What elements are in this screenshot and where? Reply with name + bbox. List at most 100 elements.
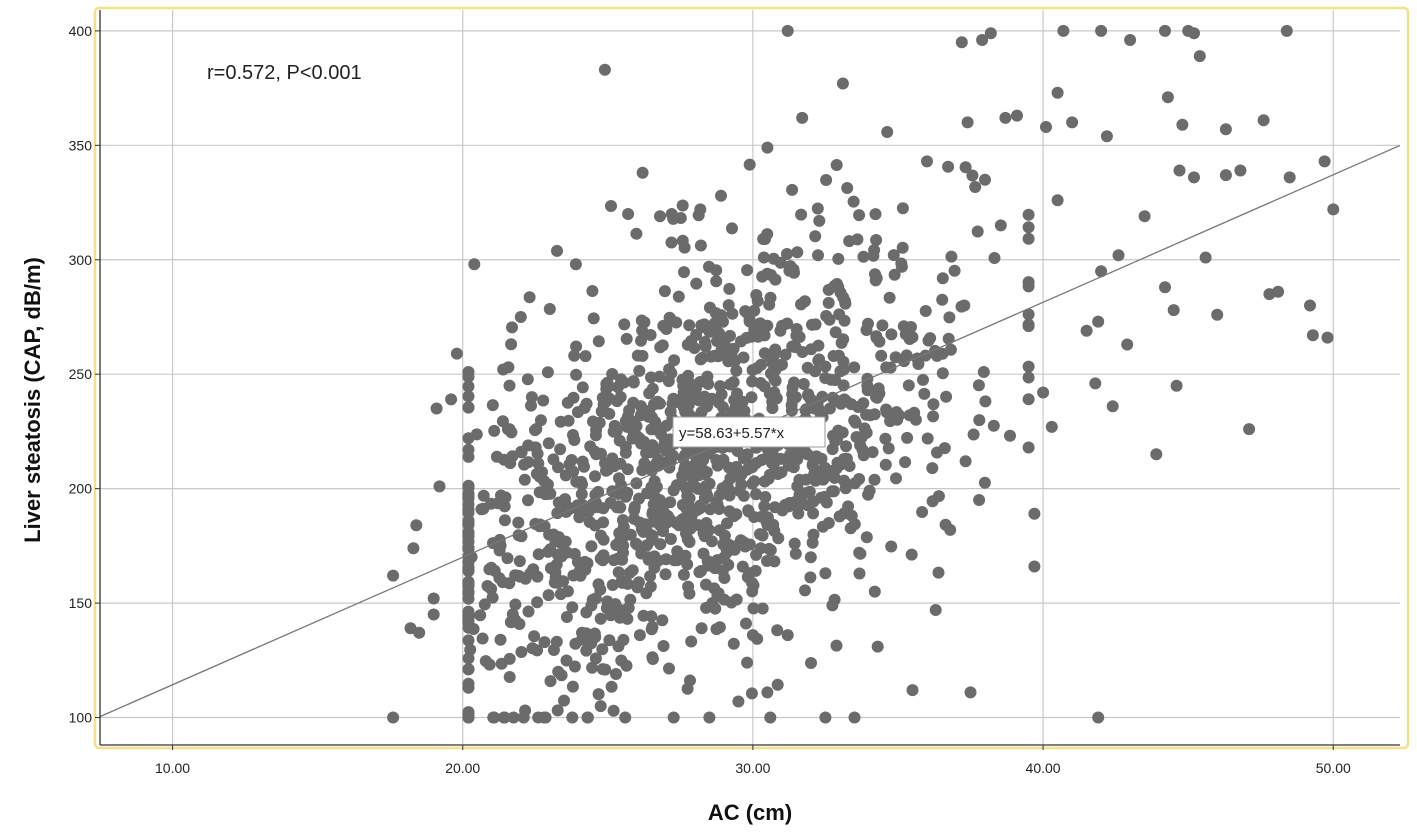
- data-point-1209: [552, 665, 565, 678]
- data-point-666: [1004, 429, 1016, 442]
- data-point-622: [979, 395, 992, 408]
- data-point-232: [683, 319, 696, 332]
- data-point-897: [551, 704, 564, 717]
- data-point-740: [875, 349, 888, 362]
- data-point-987: [959, 161, 972, 174]
- data-point-837: [615, 654, 628, 667]
- data-point-1296: [387, 711, 400, 724]
- data-point-1081: [462, 541, 475, 554]
- data-point-1285: [536, 466, 548, 479]
- data-point-1302: [427, 608, 440, 621]
- data-point-1336: [871, 640, 884, 653]
- data-point-1205: [462, 706, 475, 719]
- data-point-907: [803, 485, 816, 498]
- fit-equation-text: y=58.63+5.57*x: [679, 425, 785, 442]
- data-point-353: [599, 663, 612, 676]
- data-point-1260: [731, 387, 743, 400]
- data-point-738: [462, 587, 475, 600]
- data-point-614: [863, 484, 876, 497]
- data-point-964: [638, 316, 651, 329]
- data-point-660: [896, 241, 909, 254]
- data-point-1055: [972, 379, 985, 392]
- data-point-1277: [767, 349, 780, 362]
- data-point-1346: [999, 111, 1012, 124]
- data-point-928: [523, 291, 536, 304]
- data-point-1257: [733, 484, 746, 497]
- data-point-843: [563, 458, 576, 471]
- data-point-761: [547, 644, 560, 656]
- data-point-1146: [944, 343, 957, 356]
- data-point-817: [491, 497, 504, 510]
- data-point-1127: [551, 576, 564, 589]
- data-point-830: [677, 386, 690, 399]
- data-point-955: [895, 257, 908, 270]
- data-point-1333: [819, 711, 832, 724]
- data-point-923: [1022, 320, 1035, 333]
- data-point-890: [660, 323, 673, 335]
- data-point-1218: [555, 550, 568, 563]
- data-point-436: [462, 370, 475, 383]
- data-point-240: [890, 472, 902, 485]
- data-point-1271: [701, 370, 714, 383]
- data-point-1351: [1040, 121, 1052, 133]
- data-point-1251: [462, 663, 475, 676]
- data-point-1259: [839, 297, 852, 310]
- data-point-338: [857, 250, 870, 263]
- data-point-707: [474, 609, 487, 622]
- data-point-674: [796, 346, 809, 358]
- data-point-1335: [848, 711, 861, 724]
- data-point-1065: [462, 609, 475, 622]
- data-point-1162: [668, 554, 681, 567]
- data-point-1332: [796, 111, 809, 124]
- data-point-981: [791, 246, 804, 259]
- data-point-900: [843, 235, 856, 248]
- data-point-600: [710, 275, 723, 288]
- data-point-743: [541, 366, 554, 379]
- data-point-597: [592, 688, 605, 701]
- data-point-259: [973, 494, 986, 506]
- data-point-876: [645, 610, 658, 623]
- data-point-555: [486, 399, 499, 412]
- data-point-378: [551, 244, 563, 257]
- data-point-844: [633, 629, 646, 642]
- data-point-215: [887, 249, 900, 262]
- data-point-776: [570, 368, 583, 381]
- data-point-1095: [787, 461, 800, 474]
- data-point-1049: [703, 260, 715, 273]
- data-point-796: [682, 580, 695, 593]
- data-point-592: [646, 653, 659, 665]
- data-point-1150: [462, 575, 475, 588]
- data-point-1140: [862, 317, 874, 330]
- data-point-1258: [676, 234, 689, 247]
- data-point-1331: [781, 629, 794, 642]
- data-point-1234: [761, 511, 774, 524]
- data-point-278: [605, 680, 618, 693]
- data-point-1294: [505, 426, 518, 439]
- data-point-462: [747, 602, 760, 615]
- data-point-1357: [1089, 377, 1102, 390]
- data-point-1309: [514, 311, 527, 323]
- data-point-1322: [703, 711, 716, 724]
- data-point-985: [631, 349, 644, 362]
- y-tick-label-3: 250: [69, 366, 93, 382]
- data-point-35: [823, 402, 836, 415]
- data-point-629: [627, 396, 640, 409]
- data-point-598: [940, 390, 953, 403]
- data-point-1048: [567, 391, 580, 404]
- data-point-980: [1022, 371, 1035, 384]
- data-point-1298: [407, 542, 420, 555]
- data-point-1058: [552, 531, 565, 544]
- data-point-1008: [806, 318, 818, 331]
- data-point-1340: [944, 523, 957, 536]
- data-point-1396: [1037, 386, 1050, 399]
- data-point-924: [663, 311, 676, 324]
- data-point-1256: [716, 564, 729, 577]
- data-point-1154: [633, 516, 646, 529]
- data-point-590: [813, 214, 826, 227]
- data-point-1235: [610, 424, 623, 437]
- x-tick-label-1: 20.00: [445, 760, 480, 776]
- data-point-399: [587, 312, 600, 325]
- data-point-607: [918, 387, 931, 400]
- data-point-1077: [613, 527, 626, 540]
- data-point-847: [600, 378, 613, 390]
